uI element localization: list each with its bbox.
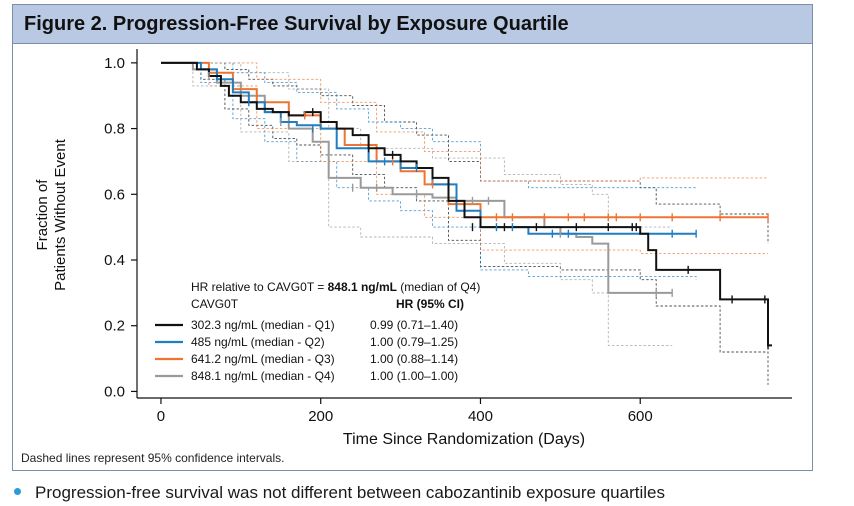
legend-hr-q2: 1.00 (0.79–1.25) <box>370 335 458 349</box>
legend: HR relative to CAVG0T = 848.1 ng/mL (med… <box>155 280 480 383</box>
ci-upper-q1 <box>161 62 769 244</box>
y-tick-label: 0.4 <box>104 252 125 269</box>
figure-title: Figure 2. Progression-Free Survival by E… <box>24 13 569 35</box>
y-axis-label-line2: Patients Without Event <box>52 138 69 291</box>
x-tick-label: 400 <box>468 408 493 425</box>
censor-marks <box>208 72 769 350</box>
legend-label-q3: 641.2 ng/mL (median - Q3) <box>191 352 335 366</box>
km-curve-q2 <box>161 61 697 235</box>
survival-curves <box>161 61 772 347</box>
legend-label-q4: 848.1 ng/mL (median - Q4) <box>191 369 335 383</box>
bullet-dot-icon <box>14 488 21 496</box>
legend-header: HR relative to CAVG0T = 848.1 ng/mL (med… <box>191 280 480 294</box>
figure-panel: Figure 2. Progression-Free Survival by E… <box>12 4 813 471</box>
legend-col1-header: CAVG0T <box>191 297 239 311</box>
x-tick-label: 0 <box>157 408 165 425</box>
axes: 0.0 0.2 0.4 0.6 0.8 1.0 0 200 400 600 <box>104 49 792 425</box>
km-chart: 0.0 0.2 0.4 0.6 0.8 1.0 0 200 400 600 Fraction of… <box>34 49 792 448</box>
y-tick-label: 0.2 <box>104 318 125 335</box>
y-axis-label-line1: Fraction of <box>34 179 51 251</box>
ci-upper-q3 <box>161 62 768 182</box>
legend-hr-q4: 1.00 (1.00–1.00) <box>370 369 458 383</box>
km-curve-q4 <box>161 61 673 294</box>
ci-lower-q2 <box>161 62 697 280</box>
y-tick-label: 0.6 <box>104 186 125 203</box>
summary-bullet: Progression-free survival was not differ… <box>14 483 665 503</box>
ci-upper-q4 <box>161 62 673 228</box>
ci-lower-q3 <box>161 62 768 254</box>
y-tick-label: 1.0 <box>104 55 125 72</box>
figure-header: Figure 2. Progression-Free Survival by E… <box>13 5 812 44</box>
km-curve-q1 <box>161 61 772 347</box>
y-tick-label: 0.8 <box>104 121 125 138</box>
legend-label-q1: 302.3 ng/mL (median - Q1) <box>191 318 335 332</box>
x-tick-label: 200 <box>308 408 333 425</box>
legend-col2-header: HR (95% CI) <box>396 297 464 311</box>
x-tick-label: 600 <box>628 408 653 425</box>
ci-lower-q4 <box>161 62 673 346</box>
y-tick-label: 0.0 <box>104 383 125 400</box>
x-axis-label: Time Since Randomization (Days) <box>343 431 585 448</box>
legend-hr-q3: 1.00 (0.88–1.14) <box>370 352 458 366</box>
legend-hr-q1: 0.99 (0.71–1.40) <box>370 318 458 332</box>
footnote: Dashed lines represent 95% confidence in… <box>21 451 285 465</box>
summary-text: Progression-free survival was not differ… <box>35 483 665 502</box>
legend-label-q2: 485 ng/mL (median - Q2) <box>191 335 325 349</box>
